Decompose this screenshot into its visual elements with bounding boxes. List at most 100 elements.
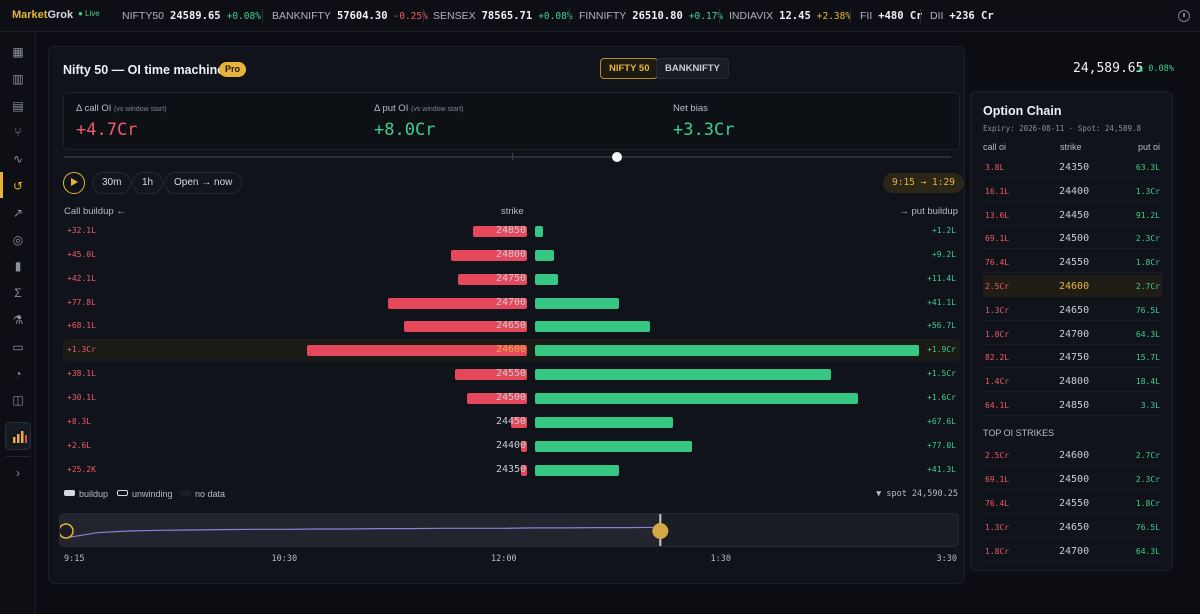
put-oi-value: +1.2L [931,226,956,235]
option-chain-subtitle: Expiry: 2026-08-11 · Spot: 24,589.8 [983,124,1142,133]
app-logo-icon[interactable] [5,422,31,450]
table-icon[interactable]: ▤ [12,98,24,113]
oi-row[interactable]: +68.1L 24650 +56.7L [63,315,960,337]
branch-icon[interactable]: ⑂ [14,125,22,140]
bar-chart-icon[interactable]: ▥ [12,71,24,86]
oi-row[interactable]: +32.1L 24850 +1.2L [63,220,960,242]
grid-icon[interactable]: ▦ [12,45,24,59]
ticker-indiavix[interactable]: INDIAVIX 12.45 +2.38% [729,10,852,22]
put-oi-bar [535,273,559,285]
chain-strike: 24700 [1059,328,1090,340]
call-oi-value: +2.6L [67,440,92,450]
chain-put-oi: 76.5L [1135,305,1160,315]
sigma-icon[interactable]: Σ [14,286,22,301]
strike-label: 24350 [495,463,527,475]
chain-row[interactable]: 1.8Cr 24700 64.3L [983,323,1162,345]
broadcast-icon[interactable]: ◎ [12,232,24,247]
oi-row[interactable]: +25.2K 24350 +41.3L [63,459,960,481]
chain-call-oi: 76.4L [985,499,1010,509]
time-range-badge: 9:15 → 1:29 [883,173,964,193]
pro-badge: Pro [219,62,247,77]
chain-strike: 24550 [1059,498,1090,510]
top-strike-row[interactable]: 2.5Cr 24600 2.7Cr [983,444,1162,466]
oi-row[interactable]: +42.1L 24750 +11.4L [63,268,960,290]
ticker-banknifty[interactable]: BANKNIFTY 57604.30 -0.25% [272,10,428,22]
chain-header-put: put oi [1137,142,1160,152]
chain-put-oi: 1.3Cr [1135,186,1160,196]
bell-icon[interactable]: ◔ [14,366,22,381]
strike-label: 24600 [495,344,527,356]
put-oi-bar [535,226,543,237]
tab-banknifty[interactable]: BANKNIFTY [656,58,729,79]
chain-row[interactable]: 76.4L 24550 1.8Cr [983,251,1162,274]
call-oi-value: +1.3Cr [67,345,96,355]
top-strike-row[interactable]: 69.1L 24500 2.3Cr [983,468,1162,491]
chain-strike: 24400 [1059,185,1090,197]
brand-logo[interactable]: MarketGrok [12,9,74,21]
oi-row[interactable]: +45.0L 24800 +9.2L [63,244,960,266]
top-strike-row[interactable]: 1.3Cr 24650 76.5L [983,516,1162,539]
top-strike-row[interactable]: 76.4L 24550 1.8Cr [983,492,1162,515]
timeline-scrubber[interactable] [59,513,959,547]
time-scrubber-track[interactable] [64,156,951,158]
strike-header: strike [501,206,524,217]
oi-row[interactable]: +1.3Cr 24600 +1.9Cr [63,339,960,362]
oi-row[interactable]: +8.3L 24450 +67.6L [63,411,960,433]
history-icon[interactable]: ↺ [12,179,24,193]
chain-row[interactable]: 64.1L 24850 3.3L [983,394,1162,416]
chain-row[interactable]: 2.5Cr 24600 2.7Cr [983,275,1162,297]
flask-icon[interactable]: ⚗ [12,313,24,327]
window-1h-button[interactable]: 1h [132,172,164,194]
chain-call-oi: 1.4Cr [985,377,1010,387]
top-strike-row[interactable]: 1.8Cr 24700 64.3L [983,540,1162,563]
chain-call-oi: 1.8Cr [985,547,1010,557]
scan-icon[interactable]: ◫ [12,393,24,408]
ticker-dii[interactable]: DII +236 Cr [930,10,994,22]
put-oi-value: +9.2L [931,249,956,259]
window-30m-button[interactable]: 30m [92,172,132,194]
play-button[interactable] [63,172,85,194]
timeline-start-handle[interactable] [60,523,74,539]
chain-row[interactable]: 16.1L 24400 1.3Cr [983,180,1162,202]
chain-call-oi: 64.1L [985,401,1010,410]
chain-put-oi: 2.3Cr [1135,234,1160,244]
call-oi-bar [520,440,527,452]
ticker-finnifty[interactable]: FINNIFTY 26510.80 +0.17% [579,10,724,22]
oi-row[interactable]: +30.1L 24500 +1.6Cr [63,387,960,409]
book-icon[interactable]: ▭ [12,339,24,354]
ticker-separator [262,9,263,23]
pulse-icon[interactable]: ∿ [12,152,24,167]
strike-label: 24800 [495,248,527,260]
chain-row[interactable]: 69.1L 24500 2.3Cr [983,227,1162,250]
chain-row[interactable]: 82.2L 24750 15.7L [983,346,1162,369]
window-open-now-button[interactable]: Open → now [164,172,243,194]
timeline-end-handle[interactable] [652,523,669,539]
call-oi-value: +77.8L [67,297,96,307]
page-title: Nifty 50 — OI time machine [63,63,225,77]
chain-strike: 24550 [1059,257,1090,269]
stat-call-oi-value: +4.7Cr [76,120,138,140]
chain-call-oi: 13.6L [985,210,1010,220]
expand-chevron-icon[interactable]: › [16,466,20,480]
chain-row[interactable]: 13.6L 24450 91.2L [983,204,1162,226]
ticker-fii[interactable]: FII +480 Cr [860,10,923,22]
chain-row[interactable]: 1.3Cr 24650 76.5L [983,299,1162,321]
columns-icon[interactable]: ▮ [14,259,22,274]
chain-row[interactable]: 1.4Cr 24800 18.4L [983,370,1162,393]
oi-row[interactable]: +38.1L 24550 +1.5Cr [63,363,960,385]
tab-nifty50[interactable]: NIFTY 50 [600,58,659,79]
chain-put-oi: 76.5L [1135,523,1160,533]
trend-icon[interactable]: ↗ [12,205,24,220]
chain-call-oi: 76.4L [985,258,1010,268]
time-scrubber-knob[interactable] [612,152,622,162]
put-oi-bar [535,464,620,476]
ticker-sensex[interactable]: SENSEX 78565.71 +0.08% [433,10,573,22]
call-oi-value: +25.2K [67,464,96,474]
chain-call-oi: 82.2L [985,353,1010,363]
chain-row[interactable]: 3.8L 24350 63.3L [983,156,1162,178]
call-oi-value: +30.1L [67,392,96,402]
clock-icon[interactable] [1178,10,1190,22]
oi-row[interactable]: +77.8L 24700 +41.1L [63,292,960,314]
ticker-nifty50[interactable]: NIFTY50 24589.65 +0.08% [122,10,261,22]
oi-row[interactable]: +2.6L 24400 +77.0L [63,435,960,457]
